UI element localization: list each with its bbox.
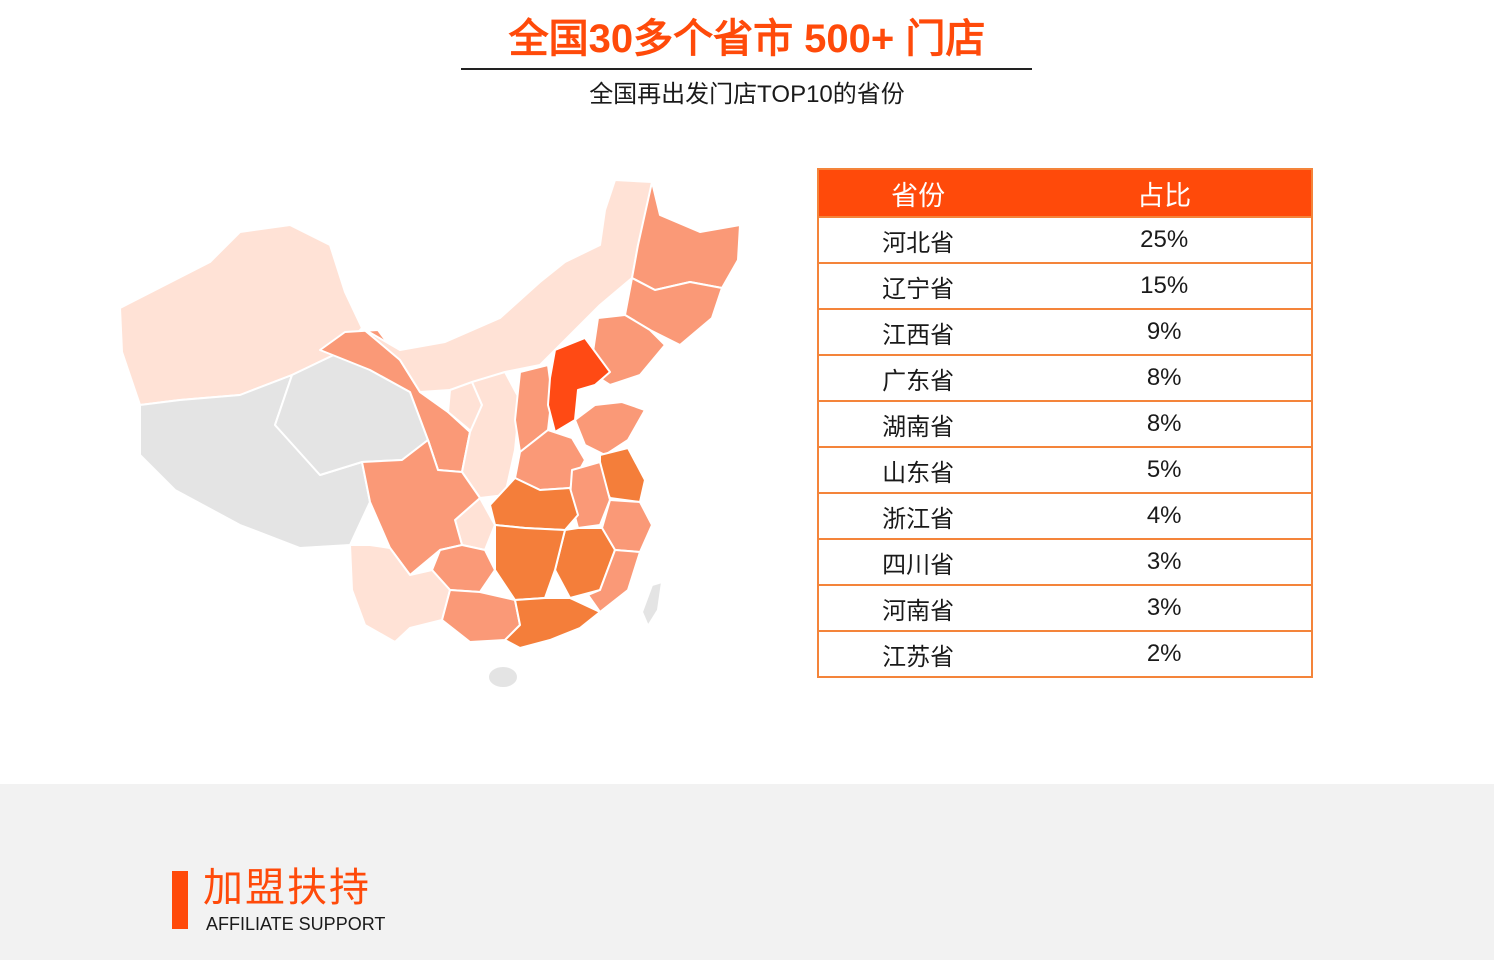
share-cell: 15% — [1017, 262, 1312, 309]
table-row: 河南省 3% — [818, 584, 1312, 631]
page-subtitle: 全国再出发门店TOP10的省份 — [589, 81, 905, 108]
province-cell: 浙江省 — [818, 492, 1018, 539]
map-region-shaanxi — [461, 371, 521, 499]
province-cell: 河南省 — [818, 584, 1018, 631]
table-row: 江苏省 2% — [818, 630, 1312, 677]
map-region-hunan — [494, 524, 566, 601]
share-cell: 5% — [1017, 446, 1312, 493]
province-cell: 湖南省 — [818, 400, 1018, 447]
map-region-hebei — [547, 337, 611, 433]
support-section: 加盟扶持 AFFILIATE SUPPORT — [0, 784, 1494, 960]
map-region-shandong — [574, 401, 646, 456]
table-row: 四川省 3% — [818, 538, 1312, 585]
share-cell: 3% — [1017, 584, 1312, 631]
table-row: 河北省 25% — [818, 216, 1312, 263]
province-cell: 江苏省 — [818, 630, 1018, 677]
share-cell: 25% — [1017, 216, 1312, 263]
map-region-hainan — [487, 665, 519, 689]
map-region-guangdong — [504, 597, 601, 649]
headline-divider — [461, 68, 1032, 70]
share-cell: 8% — [1017, 400, 1312, 447]
table-row: 广东省 8% — [818, 354, 1312, 401]
map-region-taiwan — [641, 581, 663, 627]
province-share-table: 省份 占比 河北省 25% 辽宁省 15% 江西省 9% 广东省 8% 湖南省 8% 山东… — [817, 168, 1313, 678]
table-row: 浙江省 4% — [818, 492, 1312, 539]
header-province: 省份 — [818, 169, 1018, 217]
province-cell: 四川省 — [818, 538, 1018, 585]
map-region-heilongjiang — [631, 181, 741, 291]
province-cell: 山东省 — [818, 446, 1018, 493]
table-row: 江西省 9% — [818, 308, 1312, 355]
share-cell: 8% — [1017, 354, 1312, 401]
table-row: 山东省 5% — [818, 446, 1312, 493]
share-cell: 9% — [1017, 308, 1312, 355]
table-row: 湖南省 8% — [818, 400, 1312, 447]
share-cell: 2% — [1017, 630, 1312, 677]
table-row: 辽宁省 15% — [818, 262, 1312, 309]
support-title: 加盟扶持 — [203, 866, 371, 910]
page-headline: 全国30多个省市 500+ 门店 — [508, 17, 986, 61]
section-accent-bar — [172, 871, 188, 929]
province-cell: 江西省 — [818, 308, 1018, 355]
table-header-row: 省份 占比 — [818, 169, 1312, 217]
header-share: 占比 — [1017, 169, 1312, 217]
province-cell: 广东省 — [818, 354, 1018, 401]
map-region-guangxi — [441, 589, 521, 643]
china-store-map — [110, 170, 750, 690]
province-cell: 辽宁省 — [818, 262, 1018, 309]
support-subtitle: AFFILIATE SUPPORT — [206, 914, 386, 934]
china-map-svg — [119, 179, 741, 689]
province-cell: 河北省 — [818, 216, 1018, 263]
share-cell: 3% — [1017, 538, 1312, 585]
share-cell: 4% — [1017, 492, 1312, 539]
